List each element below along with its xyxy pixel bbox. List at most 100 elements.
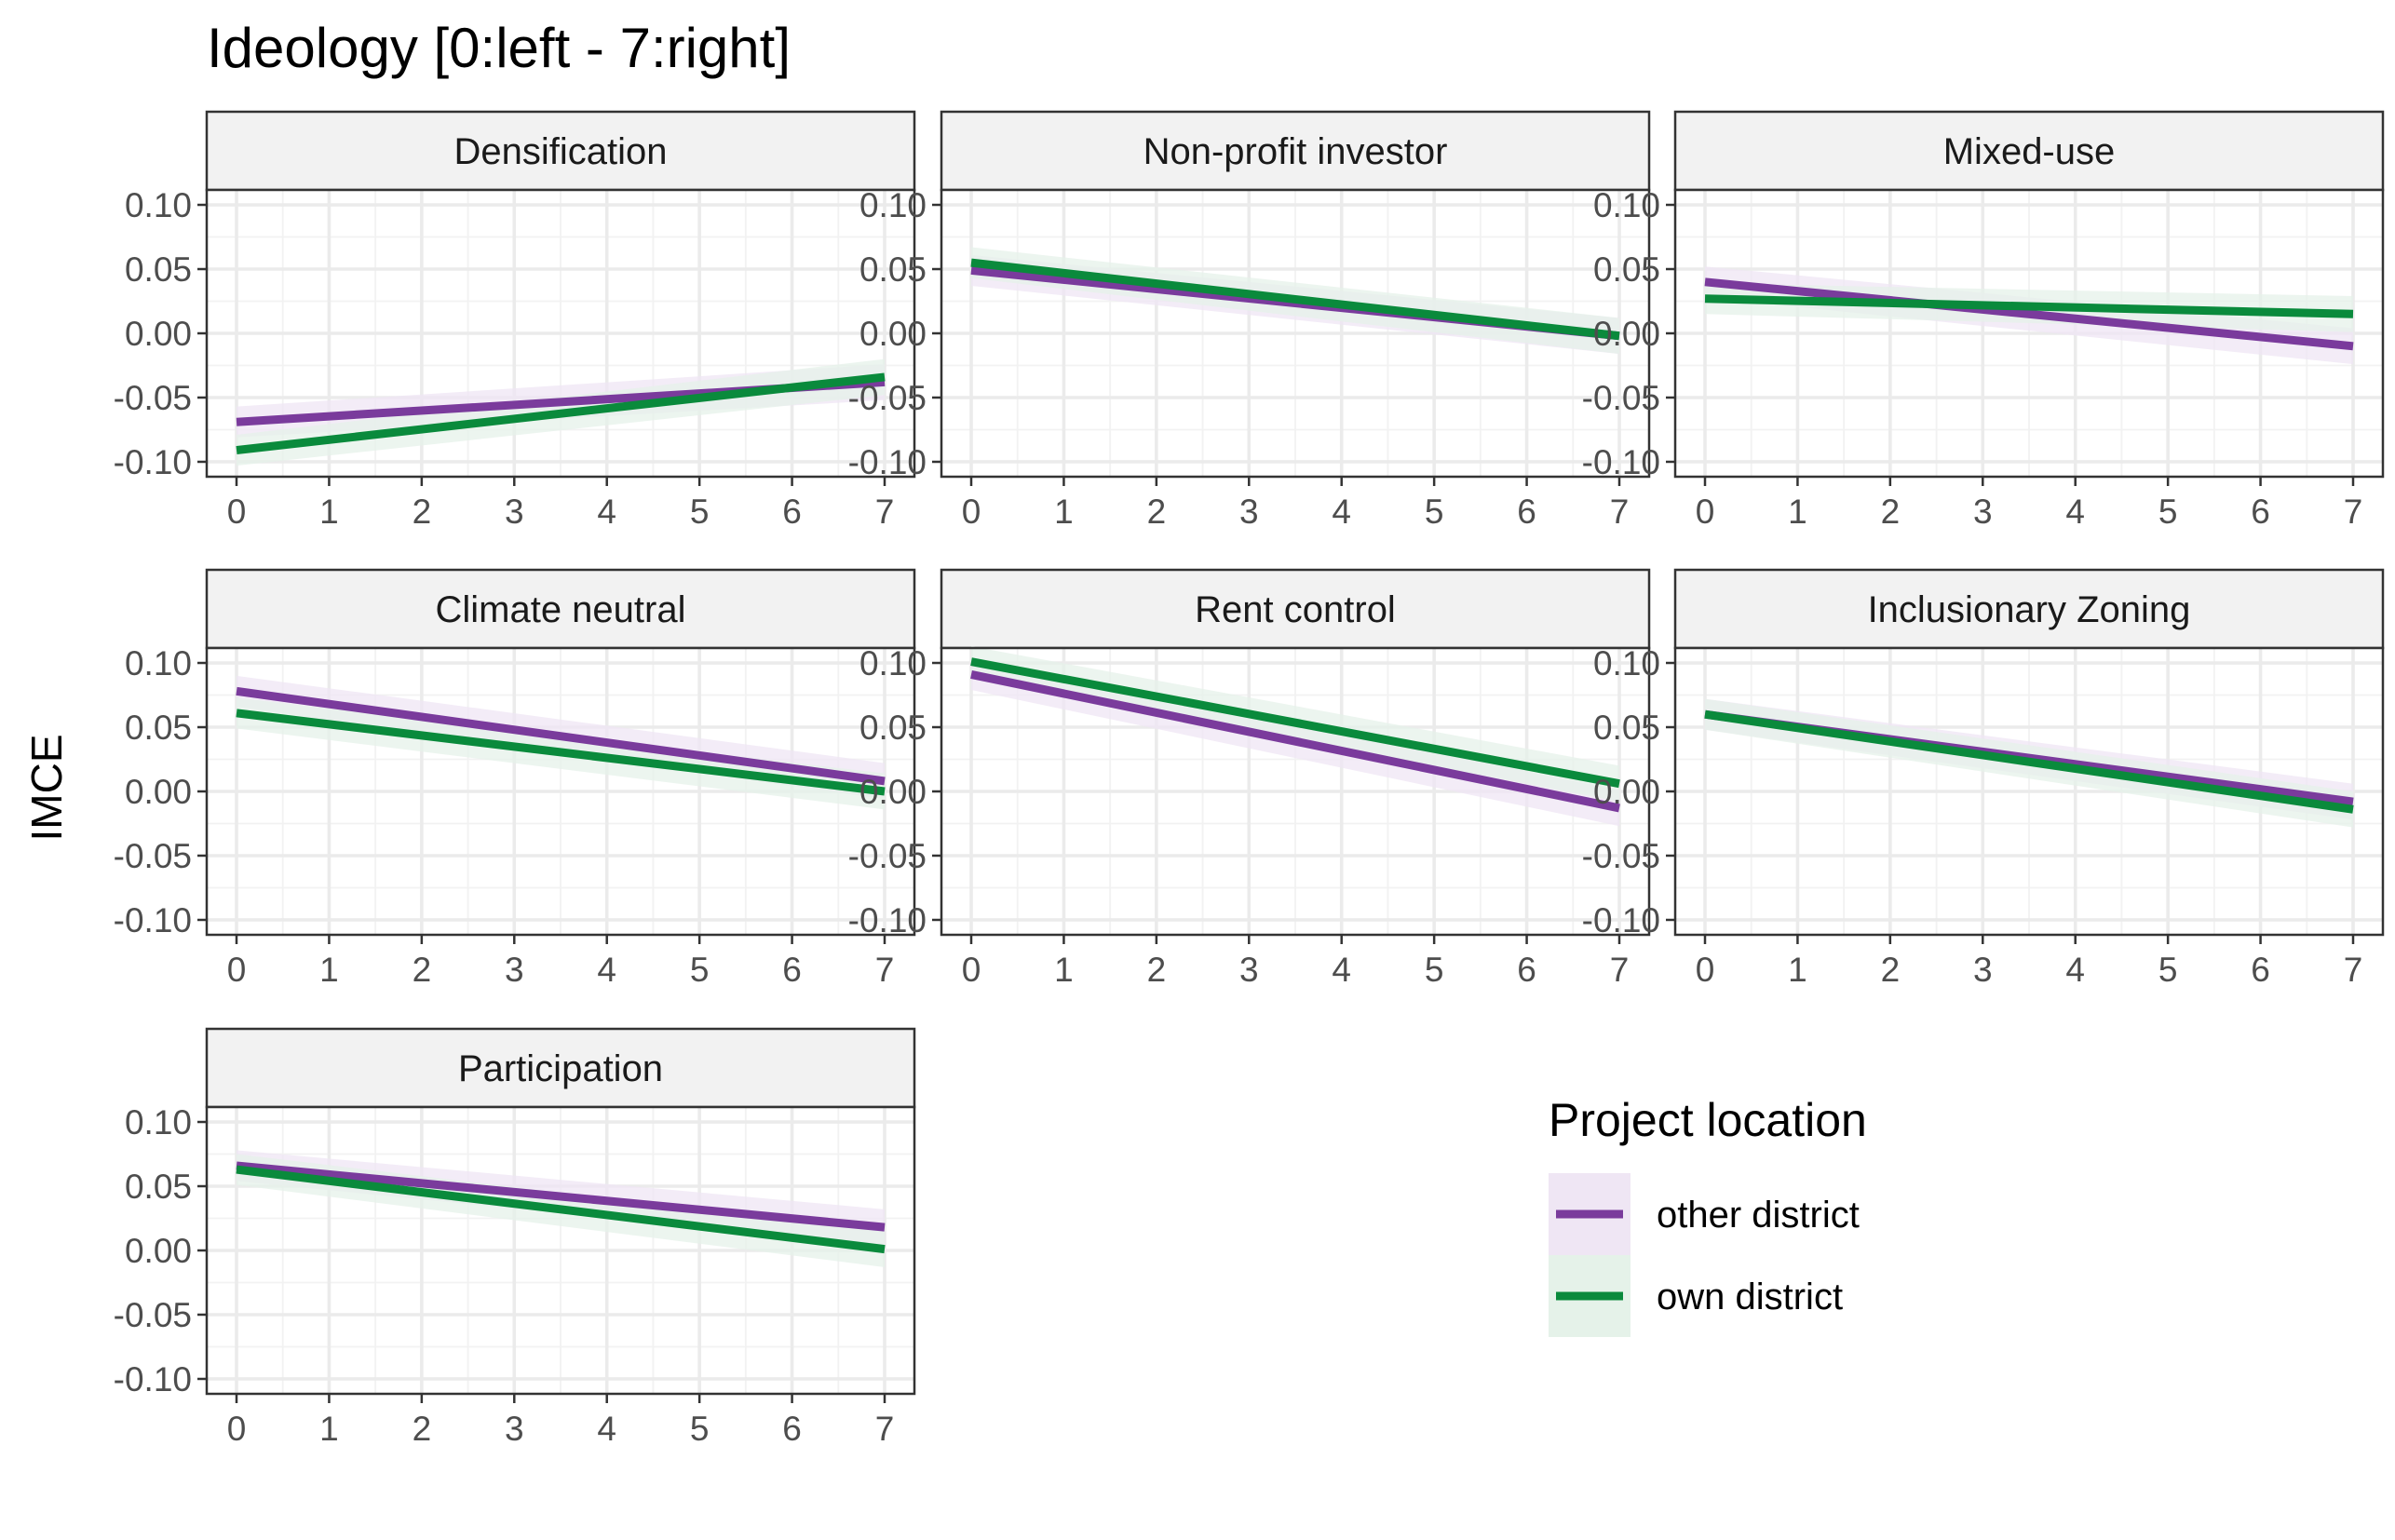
legend-label: own district	[1657, 1277, 1843, 1317]
y-tick-label: 0.05	[859, 709, 927, 747]
x-tick-label: 6	[1517, 951, 1536, 989]
y-tick-label: 0.05	[125, 709, 192, 747]
x-tick-label: 0	[1696, 951, 1715, 989]
y-tick-label: -0.10	[1582, 443, 1660, 481]
x-tick-label: 1	[319, 951, 339, 989]
strip-participation	[205, 1027, 916, 1109]
panel-title: Densification	[453, 131, 667, 172]
y-axis-label: IMCE	[22, 735, 71, 842]
x-tick-label: 7	[2344, 951, 2363, 989]
panel-inclusionary-zoning: Inclusionary Zoning 0.10 0.05 0.00 -0.05 -0.1…	[1582, 568, 2385, 989]
strip-inclusionary-zoning	[1673, 568, 2385, 650]
x-tick-label: 3	[505, 1410, 524, 1448]
x-tick-label: 5	[1425, 951, 1444, 989]
x-tick-label: 2	[1147, 493, 1167, 531]
x-tick-label: 1	[319, 1410, 339, 1448]
y-tick-label: -0.05	[848, 379, 927, 417]
x-tick-label: 1	[319, 493, 339, 531]
x-tick-label: 7	[875, 951, 895, 989]
x-tick-label: 4	[597, 1410, 616, 1448]
x-tick-label: 3	[1973, 493, 1993, 531]
y-tick-label: -0.05	[114, 379, 192, 417]
y-tick-label: 0.10	[859, 644, 927, 682]
x-tick-label: 7	[875, 1410, 895, 1448]
y-tick-label: 0.10	[1593, 644, 1660, 682]
x-tick-label: 5	[690, 1410, 710, 1448]
y-tick-label: 0.00	[1593, 773, 1660, 811]
panel-title: Participation	[458, 1048, 663, 1089]
series-line-own-district	[970, 258, 1620, 341]
x-tick-label: 4	[597, 951, 616, 989]
y-tick-label: -0.10	[114, 443, 192, 481]
y-tick-label: 0.05	[125, 1168, 192, 1206]
x-tick-label: 6	[1517, 493, 1536, 531]
x-tick-label: 0	[962, 951, 981, 989]
x-tick-label: 5	[1425, 493, 1444, 531]
x-tick-label: 4	[597, 493, 616, 531]
x-tick-label: 2	[413, 1410, 432, 1448]
x-tick-label: 0	[227, 1410, 247, 1448]
legend-items: other district own district	[1549, 1173, 1860, 1337]
x-tick-label: 6	[782, 951, 802, 989]
y-tick-label: 0.10	[125, 644, 192, 682]
y-tick-label: 0.10	[125, 186, 192, 224]
panel-climate-neutral: Climate neutral 0.10 0.05 0.00 -0.05 -0.10 0 1 2…	[114, 568, 916, 989]
facet-panels: Densification 0.10 0.05 0.00 -0.05 -0.10 0 1 2 3 4…	[114, 110, 2385, 1448]
strip-mixed-use	[1673, 110, 2385, 192]
panel-title: Climate neutral	[435, 589, 685, 630]
x-tick-label: 2	[1881, 951, 1901, 989]
x-tick-label: 1	[1788, 493, 1807, 531]
panel-non-profit-investor: Non-profit investor 0.10 0.05 0.00 -0.05 -0.1…	[848, 110, 1651, 531]
strip-non-profit-investor	[940, 110, 1651, 192]
x-tick-label: 3	[1239, 951, 1259, 989]
x-tick-label: 4	[2065, 493, 2085, 531]
x-tick-label: 5	[690, 951, 710, 989]
y-tick-label: -0.10	[114, 1360, 192, 1398]
y-tick-label: 0.10	[125, 1103, 192, 1141]
series-line-own-district	[236, 709, 886, 796]
strip-rent-control	[940, 568, 1651, 650]
x-tick-label: 7	[2344, 493, 2363, 531]
x-tick-label: 6	[2251, 951, 2270, 989]
x-tick-label: 0	[962, 493, 981, 531]
legend-title: Project location	[1549, 1094, 1867, 1146]
series-line-own-district	[1704, 294, 2354, 318]
x-tick-label: 5	[2158, 493, 2178, 531]
x-tick-label: 7	[1610, 493, 1630, 531]
y-tick-label: -0.10	[114, 901, 192, 939]
x-tick-label: 3	[505, 951, 524, 989]
x-tick-label: 3	[505, 493, 524, 531]
y-tick-label: -0.05	[1582, 837, 1660, 875]
y-tick-label: 0.05	[1593, 709, 1660, 747]
x-tick-label: 2	[413, 493, 432, 531]
x-tick-label: 3	[1239, 493, 1259, 531]
chart-title: Ideology [0:left - 7:right]	[207, 17, 791, 79]
legend-item-own-district: own district	[1549, 1255, 1843, 1337]
panel-title: Rent control	[1195, 589, 1396, 630]
y-tick-label: -0.10	[848, 901, 927, 939]
legend: Project location other district own distr…	[1549, 1094, 1867, 1337]
x-tick-label: 5	[2158, 951, 2178, 989]
y-tick-label: -0.05	[1582, 379, 1660, 417]
x-tick-label: 7	[1610, 951, 1630, 989]
x-tick-label: 1	[1054, 951, 1074, 989]
x-tick-label: 1	[1788, 951, 1807, 989]
y-tick-label: 0.05	[859, 250, 927, 289]
strip-climate-neutral	[205, 568, 916, 650]
x-tick-label: 5	[690, 493, 710, 531]
y-tick-label: 0.00	[1593, 315, 1660, 353]
x-tick-label: 6	[782, 493, 802, 531]
x-tick-label: 6	[2251, 493, 2270, 531]
y-tick-label: -0.05	[114, 837, 192, 875]
strip-densification	[205, 110, 916, 192]
panel-densification: Densification 0.10 0.05 0.00 -0.05 -0.10 0 1 2 3 4…	[114, 110, 916, 531]
series-line-other-district	[236, 1161, 886, 1232]
x-tick-label: 4	[1332, 951, 1351, 989]
y-tick-label: 0.00	[125, 315, 192, 353]
series-line-own-district	[1704, 709, 2354, 814]
x-tick-label: 0	[227, 951, 247, 989]
y-tick-label: -0.05	[848, 837, 927, 875]
series-line-own-district	[236, 372, 886, 455]
series-line-other-district	[236, 686, 886, 786]
